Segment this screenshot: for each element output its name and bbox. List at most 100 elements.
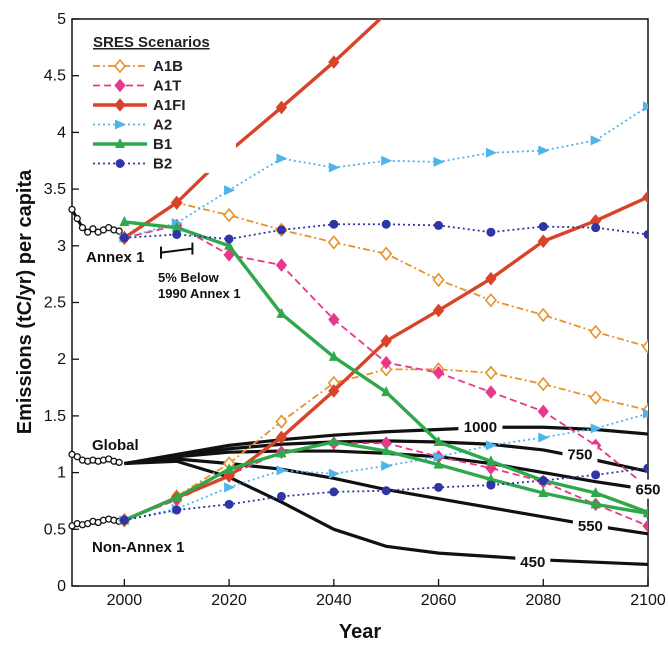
series-b1-annex-1-point bbox=[485, 455, 496, 466]
series-a1fi-non-annex-1-point bbox=[328, 384, 340, 398]
y-tick-label-0-5: 0.5 bbox=[44, 521, 66, 538]
x-tick-label-2020: 2020 bbox=[211, 592, 247, 609]
series-a2-non-annex-1-point bbox=[590, 423, 602, 434]
series-a1b-annex-1-point bbox=[537, 307, 550, 323]
series-a1b-annex-1-point bbox=[484, 292, 497, 308]
y-tick-label-3-5: 3.5 bbox=[44, 181, 66, 198]
legend-item-a1fi-marker bbox=[114, 98, 126, 112]
series-a2-non-annex-1-point bbox=[433, 451, 445, 462]
series-a1t-annex-1-point bbox=[380, 355, 392, 370]
stabilization-label-bg-1000 bbox=[458, 417, 503, 437]
series-a1b-annex-1-point bbox=[589, 324, 602, 340]
x-axis: 2000 2020 2040 2060 2080 2100 bbox=[107, 579, 666, 609]
series-b1-non-annex-1-point bbox=[485, 473, 496, 484]
series-a1b-non-annex-1-point bbox=[275, 414, 288, 429]
stabilization-label-550: 550 bbox=[578, 518, 603, 535]
series-a1fi-annex-1-point bbox=[328, 55, 340, 69]
series-b2-non-annex-1-point bbox=[538, 476, 548, 486]
legend-item-a1fi-label: A1FI bbox=[153, 97, 186, 114]
series-a2-non-annex-1-point bbox=[485, 440, 497, 451]
series-b1-annex-1-point bbox=[381, 386, 392, 397]
series-a2-non-annex-1-point bbox=[328, 468, 340, 479]
series-b2-non-annex-1-point bbox=[591, 470, 601, 480]
series-b2-annex-1-point bbox=[538, 222, 548, 232]
y-tick-label-4-5: 4.5 bbox=[44, 68, 66, 85]
legend-title: SRES Scenarios bbox=[93, 34, 210, 51]
series-b2-annex-1-point bbox=[119, 233, 129, 243]
series-a1fi-annex-1-point bbox=[275, 100, 288, 115]
series-a2-annex-1-point bbox=[485, 147, 497, 158]
stabilization-label-750: 750 bbox=[567, 446, 592, 463]
series-a2-non-annex-1-point bbox=[381, 460, 393, 471]
series-a2-annex-1-point bbox=[538, 145, 550, 156]
historical-point-annex-1 bbox=[115, 227, 123, 235]
legend-item-a2-marker bbox=[115, 119, 126, 130]
series-b1-non-annex-1-point bbox=[276, 447, 287, 458]
series-a1b-annex-1-point bbox=[432, 272, 445, 288]
stabilization-labels: 1000 750 650 550 450 bbox=[458, 417, 666, 572]
series-a1t-annex-1-point bbox=[275, 258, 288, 272]
series-a1b-annex-1-line bbox=[123, 201, 648, 348]
y-tick-label-1: 1 bbox=[57, 465, 66, 482]
annex1-label: Annex 1 bbox=[86, 249, 144, 266]
legend-item-a1t-marker bbox=[114, 78, 126, 93]
series-a2-annex-1-point bbox=[433, 156, 445, 167]
series-a1t-annex-1-point bbox=[537, 404, 549, 419]
legend-item-a2-label: A2 bbox=[153, 117, 172, 134]
series-a1fi-non-annex-1-point bbox=[380, 334, 392, 348]
x-tick-label-2080: 2080 bbox=[525, 592, 561, 609]
series-a1fi-non-annex-1-point bbox=[432, 303, 445, 318]
legend-item-b1-marker bbox=[115, 138, 125, 148]
x-tick-label-2040: 2040 bbox=[316, 592, 352, 609]
scenario-series bbox=[118, 19, 648, 533]
y-tick-label-3: 3 bbox=[57, 238, 66, 255]
series-a1b-annex-1-point bbox=[641, 339, 648, 354]
legend-item-a1t-label: A1T bbox=[153, 78, 181, 95]
series-a2-annex-1-line bbox=[124, 105, 648, 239]
target-label-line1: 5% Below bbox=[158, 270, 220, 285]
series-b2-non-annex-1-point bbox=[381, 486, 391, 496]
series-a1t-annex-1-point bbox=[328, 312, 340, 327]
series-a1fi-non-annex-1-point bbox=[275, 430, 288, 445]
global-label: Global bbox=[92, 437, 139, 454]
series-b2-non-annex-1-point bbox=[329, 487, 339, 497]
series-b1-annex-1-point bbox=[590, 487, 601, 498]
series-a1fi-non-annex-1-point bbox=[485, 271, 497, 286]
series-b1-annex-1-point bbox=[119, 215, 130, 226]
series-b2-non-annex-1-point bbox=[276, 491, 286, 501]
stabilization-label-1000: 1000 bbox=[464, 419, 497, 436]
series-a1fi-annex-1-point bbox=[171, 195, 183, 210]
series-b1-non-annex-1-point bbox=[171, 491, 182, 502]
series-b1-non-annex-1-point bbox=[328, 435, 339, 446]
series-b2-annex-1-point bbox=[434, 220, 444, 230]
stabilization-label-bg-450 bbox=[515, 552, 551, 572]
series-a2-annex-1-point bbox=[276, 153, 288, 164]
series-a1fi-annex-1-line bbox=[123, 19, 383, 240]
series-a1b-annex-1-point bbox=[380, 246, 393, 261]
series-b1-non-annex-1-point bbox=[643, 507, 648, 518]
series-b2-annex-1-point bbox=[276, 225, 286, 235]
series-a1t-annex-1-point bbox=[432, 366, 445, 380]
stabilization-path-1000 bbox=[124, 425, 648, 466]
legend-item-a1b-marker bbox=[113, 58, 127, 74]
y-tick-label-5: 5 bbox=[57, 11, 66, 28]
stabilization-label-bg-650 bbox=[630, 479, 666, 499]
series-a2-non-annex-1-point bbox=[224, 482, 236, 493]
series-a1t-annex-1-point bbox=[485, 385, 497, 399]
series-a1b-non-annex-1-point bbox=[589, 390, 602, 406]
series-b2-annex-1-point bbox=[172, 229, 182, 239]
y-tick-label-1-5: 1.5 bbox=[44, 408, 66, 425]
historical-point-annex-1 bbox=[73, 214, 81, 223]
annotations: Annex 1 Global Non-Annex 1 5% Below 1990… bbox=[86, 242, 241, 556]
series-b2-non-annex-1-point bbox=[434, 482, 444, 492]
y-tick-label-2: 2 bbox=[57, 351, 66, 368]
series-b2-non-annex-1-point bbox=[224, 499, 234, 509]
series-b2-non-annex-1-point bbox=[119, 515, 129, 525]
series-b2-non-annex-1-point bbox=[643, 463, 648, 473]
legend-item-b1-label: B1 bbox=[153, 136, 172, 153]
y-axis: 0 0.5 1 1.5 2 2.5 3 3.5 4 4.5 5 bbox=[44, 11, 79, 595]
y-tick-label-0: 0 bbox=[57, 578, 66, 595]
series-b2-annex-1-point bbox=[591, 223, 601, 233]
stabilization-label-650: 650 bbox=[635, 482, 660, 499]
